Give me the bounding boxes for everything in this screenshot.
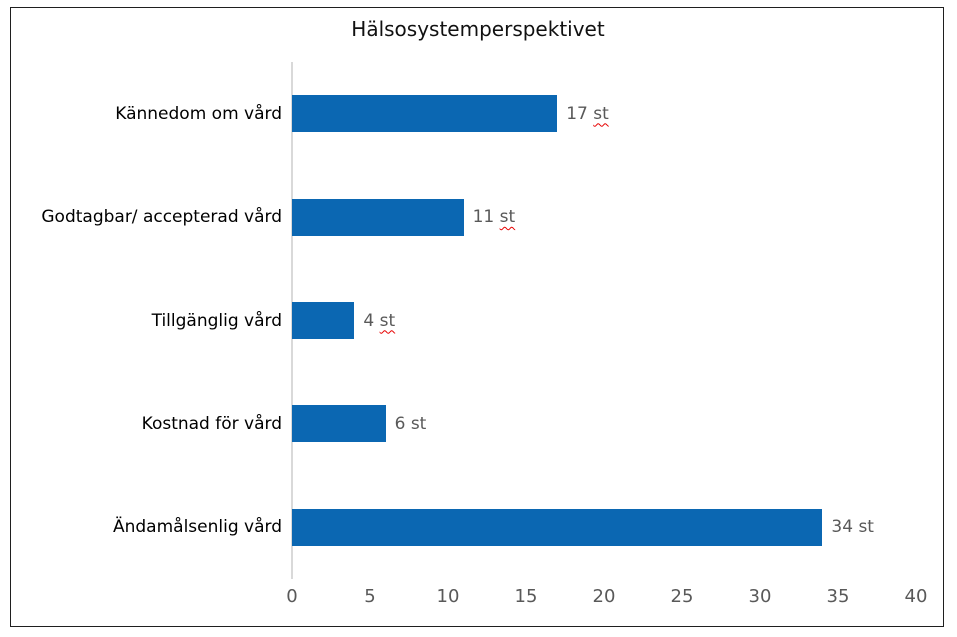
data-label-unit: st <box>858 517 874 538</box>
data-label-value: 11 <box>472 207 500 228</box>
data-label: 34 st <box>831 516 874 538</box>
bar <box>292 198 464 236</box>
category-label: Tillgänglig vård <box>151 310 282 331</box>
category-label: Godtagbar/ accepterad vård <box>41 207 282 228</box>
data-label-unit-misspelled: st <box>593 103 609 124</box>
bar <box>292 508 823 546</box>
data-label-value: 6 <box>394 413 411 434</box>
category-label: Ändamålsenlig vård <box>112 517 282 538</box>
x-axis-tick-label: 5 <box>364 586 376 607</box>
data-label-value: 4 <box>363 310 380 331</box>
x-axis-tick-label: 0 <box>286 586 298 607</box>
x-axis-tick-label: 15 <box>514 586 538 607</box>
x-axis-tick-label: 35 <box>826 586 850 607</box>
data-label-value: 17 <box>566 103 594 124</box>
data-label: 11 st <box>473 206 516 228</box>
data-label: 17 st <box>566 103 609 125</box>
chart-title: Hälsosystemperspektivet <box>351 17 605 41</box>
x-axis-tick-label: 10 <box>436 586 460 607</box>
data-label-value: 34 <box>831 517 859 538</box>
category-label: Kostnad för vård <box>141 413 282 434</box>
data-label: 6 st <box>395 413 427 435</box>
x-axis-tick-label: 20 <box>592 586 616 607</box>
data-label-unit: st <box>410 413 427 434</box>
x-axis-tick-label: 25 <box>670 586 694 607</box>
x-axis-tick-label: 30 <box>748 586 772 607</box>
bar <box>292 302 355 339</box>
bar <box>292 405 386 443</box>
chart-area-border <box>10 7 944 627</box>
data-label: 4 st <box>363 310 395 332</box>
data-label-unit-misspelled: st <box>379 310 396 331</box>
x-axis-tick-label: 40 <box>904 586 928 607</box>
bar <box>292 95 558 133</box>
data-label-unit-misspelled: st <box>499 207 516 228</box>
category-label: Kännedom om vård <box>115 103 282 124</box>
